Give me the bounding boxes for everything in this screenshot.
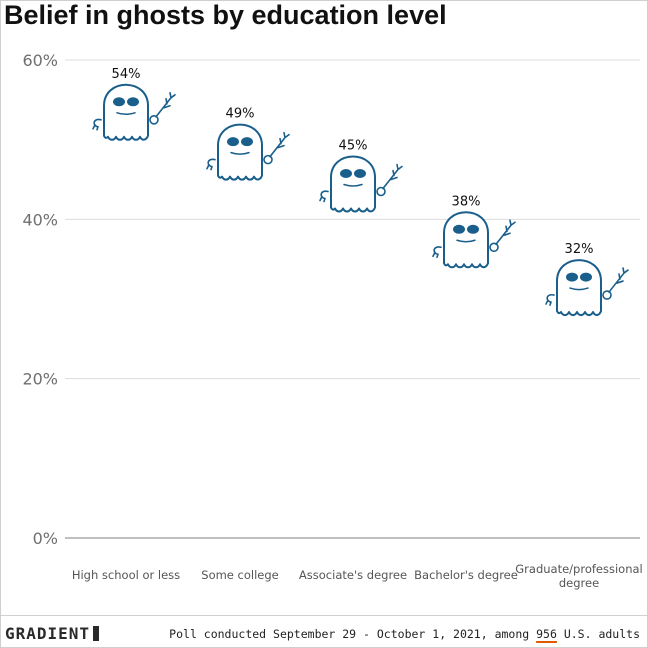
x-category-label: High school or less	[72, 568, 180, 582]
ghost-markers: 54% 49% 45% 38% 32%	[92, 67, 629, 317]
ghost-icon	[432, 211, 516, 269]
y-tick-label: 60%	[22, 51, 58, 70]
x-category-label: Associate's degree	[299, 568, 407, 582]
footer-divider	[0, 615, 648, 616]
brand-name: GRADIENT	[5, 624, 91, 643]
data-label: 32%	[565, 242, 594, 257]
y-axis-ticks: 0% 20% 40% 60%	[22, 51, 58, 548]
footer-note-start: Poll conducted September 29 - October 1,…	[169, 627, 537, 641]
data-label: 38%	[452, 194, 481, 209]
ghost-pictogram-chart: 0% 20% 40% 60% 54% 49% 45% 38% 32% High school …	[22, 51, 643, 590]
data-label: 45%	[339, 139, 368, 154]
x-category-label: Graduate/professional degree	[515, 562, 642, 590]
data-label: 54%	[112, 67, 141, 82]
footer-source-note: Poll conducted September 29 - October 1,…	[169, 627, 640, 641]
y-tick-label: 20%	[22, 370, 58, 389]
x-category-label: Some college	[201, 568, 278, 582]
y-tick-label: 40%	[22, 210, 58, 229]
x-category-label: Bachelor's degree	[414, 568, 518, 582]
footer-note-end: U.S. adults	[556, 627, 640, 641]
ghost-icon	[545, 259, 629, 317]
y-tick-label: 0%	[33, 529, 58, 548]
gridlines	[65, 59, 640, 539]
chart-title: Belief in ghosts by education level	[4, 0, 447, 30]
sample-size-highlight: 956	[536, 627, 557, 641]
brand-cursor-block	[93, 626, 100, 641]
brand-logo: GRADIENT	[5, 624, 100, 643]
ghost-icon	[206, 123, 290, 181]
x-axis-categories: High school or less Some college Associate…	[72, 562, 643, 590]
ghost-icon	[92, 83, 176, 141]
data-label: 49%	[226, 107, 255, 122]
ghost-icon	[319, 155, 403, 213]
